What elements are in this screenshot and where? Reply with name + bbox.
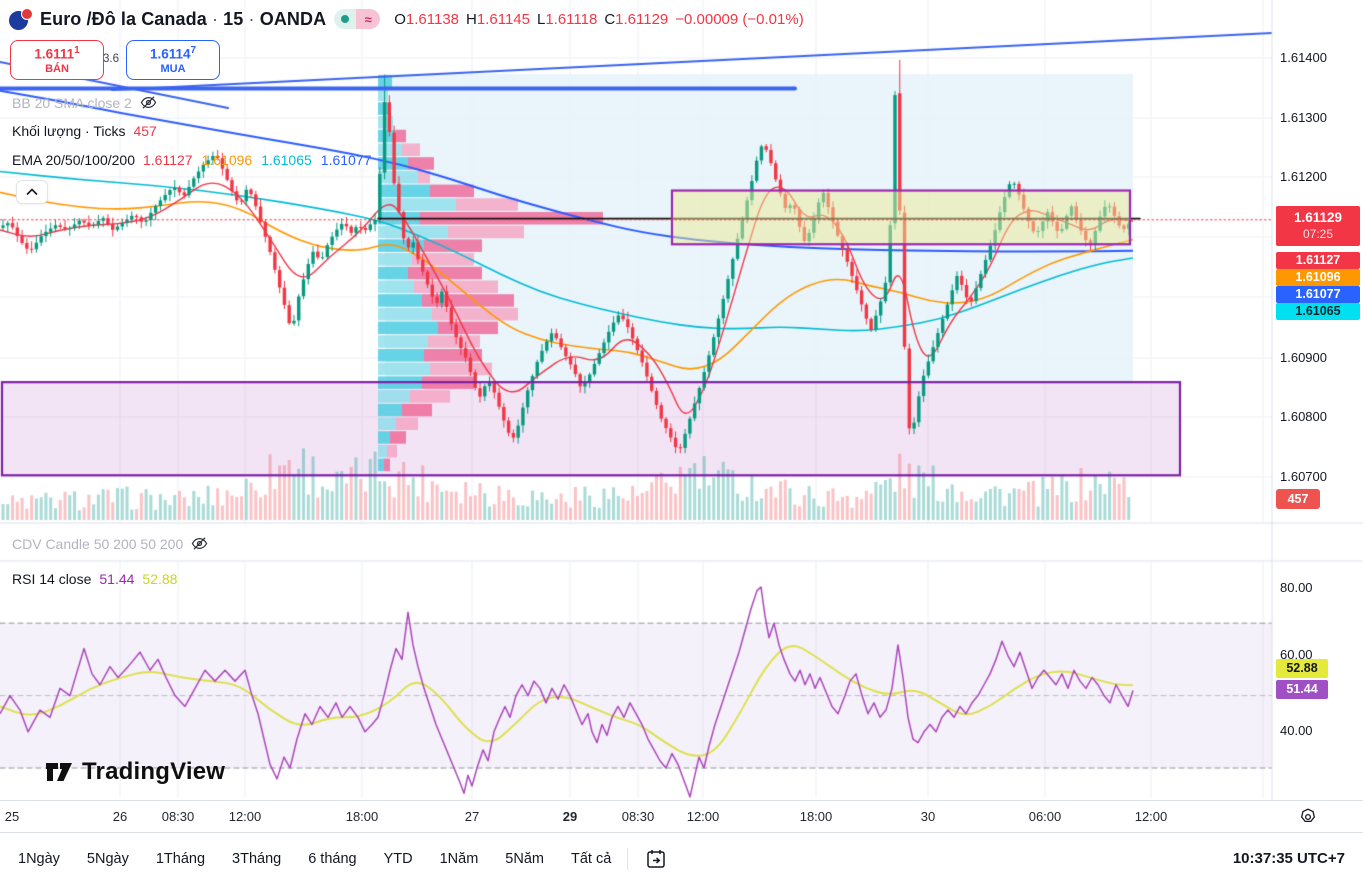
range-button-ytd[interactable]: YTD xyxy=(383,850,413,867)
time-axis[interactable]: 25 26 08:30 12:00 18:00 27 29 08:30 12:00 18:00 30… xyxy=(0,800,1363,833)
time-label: 29 xyxy=(562,809,578,824)
close-value: 1.61129 xyxy=(615,10,669,28)
bar-countdown: 07:25 xyxy=(1302,226,1334,241)
price-tick: 1.60700 xyxy=(1280,469,1327,484)
range-button-1tháng[interactable]: 1Tháng xyxy=(155,850,206,867)
eye-off-icon[interactable] xyxy=(191,535,208,552)
open-value: 1.61138 xyxy=(405,10,460,28)
range-button-6-tháng[interactable]: 6 tháng xyxy=(308,850,357,867)
ema-value: 1.61127 xyxy=(143,152,193,168)
volume-badge: 457 xyxy=(1276,489,1320,509)
toolbar-divider xyxy=(627,847,629,870)
time-label: 30 xyxy=(920,809,936,824)
interval-label: 15 xyxy=(223,8,244,29)
range-button-5năm[interactable]: 5Năm xyxy=(505,850,544,867)
ema-value: 1.61065 xyxy=(261,152,312,168)
range-button-1năm[interactable]: 1Năm xyxy=(439,850,479,867)
price-tick: 1.61300 xyxy=(1280,110,1327,125)
legend-ema[interactable]: EMA 20/50/100/200 1.61127 1.61096 1.61065 1… xyxy=(12,152,372,168)
low-value: 1.61118 xyxy=(545,10,598,28)
ema-value: 1.61096 xyxy=(201,152,253,168)
rsi-ma-value: 52.88 xyxy=(142,571,178,587)
price-tick: 1.60900 xyxy=(1280,350,1327,365)
rsi-tick: 80.00 xyxy=(1280,580,1313,595)
ohlc-readout: O1.61138 H1.61145 L1.61118 C1.61129 −0.0… xyxy=(394,10,804,28)
rsi-value: 51.44 xyxy=(99,571,135,587)
range-button-5ngày[interactable]: 5Ngày xyxy=(86,850,129,867)
exchange-label: OANDA xyxy=(259,8,327,29)
chart-header: Euro /Đô la Canada · 15 · OANDA ≈ O1.611… xyxy=(8,6,804,32)
legend-volume[interactable]: Khối lượng · Ticks 457 xyxy=(12,123,157,139)
chevron-up-icon xyxy=(26,188,38,196)
legend-cdv[interactable]: CDV Candle 50 200 50 200 xyxy=(12,535,208,552)
time-label: 26 xyxy=(112,809,128,824)
legend-rsi[interactable]: RSI 14 close 51.44 52.88 xyxy=(12,571,178,587)
price-tick: 1.61200 xyxy=(1280,169,1327,184)
time-label: 12:00 xyxy=(686,809,720,824)
axis-settings-icon[interactable] xyxy=(1297,806,1319,828)
symbol-title[interactable]: Euro /Đô la Canada · 15 · OANDA xyxy=(40,8,327,29)
buy-button[interactable]: 1.61147 MUA xyxy=(126,40,220,80)
market-status-pill[interactable]: ≈ xyxy=(334,9,381,29)
ema-price-badge: 1.61096 xyxy=(1276,269,1360,286)
time-label: 25 xyxy=(4,809,20,824)
time-label: 06:00 xyxy=(1028,809,1062,824)
time-label: 08:30 xyxy=(161,809,195,824)
spread-value: 3.6 xyxy=(103,53,119,65)
go-to-date-icon[interactable] xyxy=(644,847,668,871)
symbol-pair-icon xyxy=(8,8,33,31)
volume-value: 457 xyxy=(133,123,157,139)
delayed-data-icon: ≈ xyxy=(356,9,381,29)
ema-price-badge: 1.61065 xyxy=(1276,303,1360,320)
range-button-3tháng[interactable]: 3Tháng xyxy=(232,850,282,867)
time-label: 18:00 xyxy=(799,809,833,824)
collapse-legend-button[interactable] xyxy=(16,180,48,204)
price-chart-canvas[interactable] xyxy=(0,0,1363,800)
high-value: 1.61145 xyxy=(476,10,530,28)
sell-button[interactable]: 1.61111 BÁN xyxy=(10,40,104,80)
rsi-tick: 40.00 xyxy=(1280,723,1313,738)
rsi-badge: 51.44 xyxy=(1276,680,1328,699)
time-label: 27 xyxy=(464,809,480,824)
time-label: 12:00 xyxy=(1134,809,1168,824)
range-button-1ngày[interactable]: 1Ngày xyxy=(18,850,60,867)
range-button-tất-cả[interactable]: Tất cả xyxy=(570,850,612,867)
tradingview-logo[interactable]: TradingView xyxy=(44,758,225,786)
eye-off-icon[interactable] xyxy=(140,94,157,111)
time-label: 12:00 xyxy=(228,809,262,824)
change-value: −0.00009 (−0.01%) xyxy=(675,10,804,28)
time-label: 18:00 xyxy=(345,809,379,824)
legend-bollinger[interactable]: BB 20 SMA close 2 xyxy=(12,94,157,111)
price-tick: 1.61400 xyxy=(1280,50,1327,65)
price-tick: 1.60800 xyxy=(1280,409,1327,424)
ema-value: 1.61077 xyxy=(320,152,372,168)
date-range-buttons: 1Ngày 5Ngày 1Tháng 3Tháng 6 tháng YTD 1Năm 5Năm… xyxy=(18,851,611,867)
bottom-toolbar: 1Ngày 5Ngày 1Tháng 3Tháng 6 tháng YTD 1Năm 5Năm… xyxy=(0,832,1363,884)
rsi-badge: 52.88 xyxy=(1276,659,1328,678)
market-open-dot-icon xyxy=(334,9,357,29)
rsi-tick: 60.00 xyxy=(1280,647,1313,662)
ema-price-badge: 1.61127 xyxy=(1276,252,1360,269)
last-price-label: 1.61129 07:25 xyxy=(1276,206,1360,246)
tradingview-logo-icon xyxy=(46,763,72,781)
ema-price-badge: 1.61077 xyxy=(1276,286,1360,303)
time-label: 08:30 xyxy=(621,809,655,824)
session-clock[interactable]: 10:37:35 UTC+7 xyxy=(1232,850,1345,867)
